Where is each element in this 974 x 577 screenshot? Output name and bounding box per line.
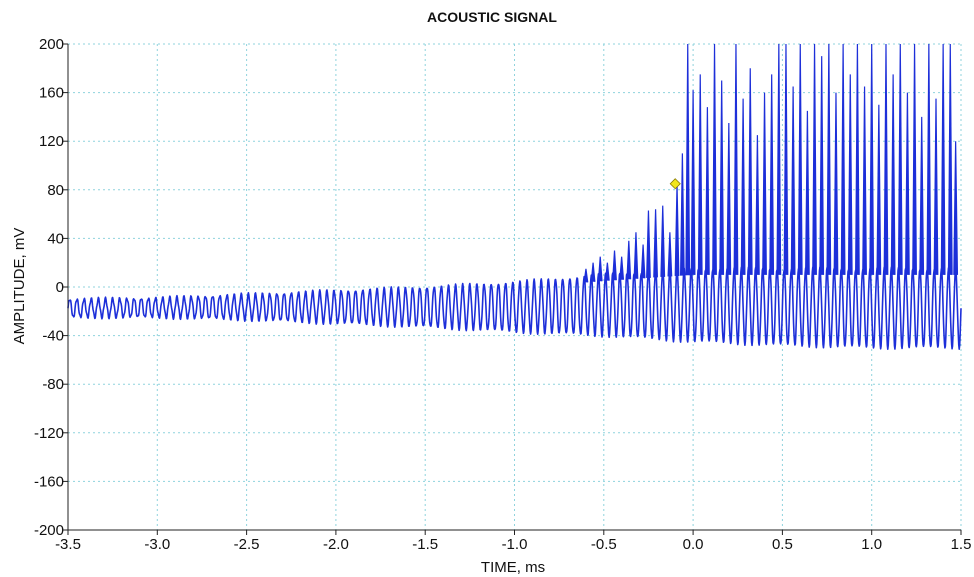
chart-title: ACOUSTIC SIGNAL xyxy=(427,9,557,25)
signal-spike xyxy=(805,110,810,275)
signal-spike xyxy=(905,92,910,275)
x-tick-label: -1.5 xyxy=(412,536,438,553)
signal-spike xyxy=(660,205,666,277)
x-tick-label: -2.0 xyxy=(323,536,349,553)
signal-spike xyxy=(897,43,903,275)
y-tick-label: 0 xyxy=(56,279,64,296)
signal-spike xyxy=(690,90,696,275)
signal-spike xyxy=(919,116,925,275)
signal-spike xyxy=(604,262,610,281)
signal-spike xyxy=(876,104,882,275)
signal-spike xyxy=(679,153,685,276)
y-tick-label: -120 xyxy=(34,425,64,442)
y-tick-label: 160 xyxy=(39,85,64,102)
signal-spike xyxy=(590,262,596,282)
signal-spike xyxy=(740,98,746,275)
y-tick-label: 80 xyxy=(47,182,64,199)
signal-spike xyxy=(685,43,691,276)
signal-spike xyxy=(940,43,946,275)
y-tick-label: 200 xyxy=(39,36,64,53)
x-tick-label: -2.5 xyxy=(234,536,260,553)
signal-spike xyxy=(783,43,789,275)
signal-spike xyxy=(667,232,673,277)
signal-spike xyxy=(883,43,889,275)
x-tick-label: 1.5 xyxy=(951,536,972,553)
x-tick-label: 0.5 xyxy=(772,536,793,553)
signal-spike xyxy=(619,256,625,280)
series-layer xyxy=(67,43,962,350)
y-tick-label: -80 xyxy=(42,376,64,393)
signal-spike xyxy=(719,80,725,275)
signal-spike xyxy=(790,86,796,275)
signal-spike xyxy=(797,43,803,275)
signal-spike xyxy=(747,68,753,275)
signal-spike xyxy=(947,43,953,275)
marker-layer xyxy=(669,178,681,190)
marker-point[interactable] xyxy=(669,178,681,190)
axes: -3.5 -3.0 -2.5 -2.0 -1.5 -1.0 -0.5 0.0 0.5 1.0 1.5… xyxy=(34,36,971,553)
signal-spike xyxy=(826,43,832,275)
signal-spike xyxy=(674,183,680,276)
signal-spike xyxy=(890,74,896,275)
y-tick-label: 40 xyxy=(47,230,64,247)
y-tick-label: -40 xyxy=(42,328,64,345)
x-tick-label: -3.5 xyxy=(55,536,81,553)
y-tick-label: 120 xyxy=(39,133,64,150)
signal-spike xyxy=(626,240,632,280)
x-tick-label: -3.0 xyxy=(144,536,170,553)
signal-spike xyxy=(933,98,939,275)
y-tick-label: -160 xyxy=(34,473,64,490)
x-tick-label: -1.0 xyxy=(502,536,528,553)
signal-spike xyxy=(653,209,658,278)
signal-spike xyxy=(862,86,867,275)
signal-spike xyxy=(776,43,782,275)
y-tick-label: -200 xyxy=(34,522,64,539)
signal-spike xyxy=(755,135,760,275)
signal-spike xyxy=(912,43,917,275)
signal-spike xyxy=(812,43,817,275)
signal-spike xyxy=(869,43,875,275)
signal-spike xyxy=(833,92,839,275)
signal-spike xyxy=(646,210,651,278)
signal-spike xyxy=(712,43,717,275)
grid xyxy=(67,43,962,531)
y-axis-title: AMPLITUDE, mV xyxy=(11,228,28,345)
signal-waveform xyxy=(67,266,962,350)
signal-spike xyxy=(926,43,932,275)
signal-spike xyxy=(953,141,959,275)
signal-spike xyxy=(583,268,589,283)
signal-spike xyxy=(762,92,767,275)
signal-spike xyxy=(840,43,846,275)
x-tick-label: -0.5 xyxy=(591,536,617,553)
signal-spike xyxy=(769,74,775,275)
signal-spike xyxy=(819,56,825,275)
signal-spike xyxy=(855,43,860,275)
signal-spike xyxy=(597,256,603,282)
signal-spike xyxy=(612,250,617,281)
signal-spike xyxy=(733,43,739,275)
signal-spike xyxy=(633,232,639,279)
x-axis-title: TIME, ms xyxy=(481,559,545,576)
signal-spike xyxy=(847,74,853,275)
signal-spike xyxy=(640,244,646,279)
signal-spike xyxy=(726,122,732,275)
signal-spike xyxy=(697,74,703,275)
signal-spike xyxy=(704,107,710,275)
x-tick-label: 1.0 xyxy=(861,536,882,553)
x-tick-label: 0.0 xyxy=(683,536,704,553)
